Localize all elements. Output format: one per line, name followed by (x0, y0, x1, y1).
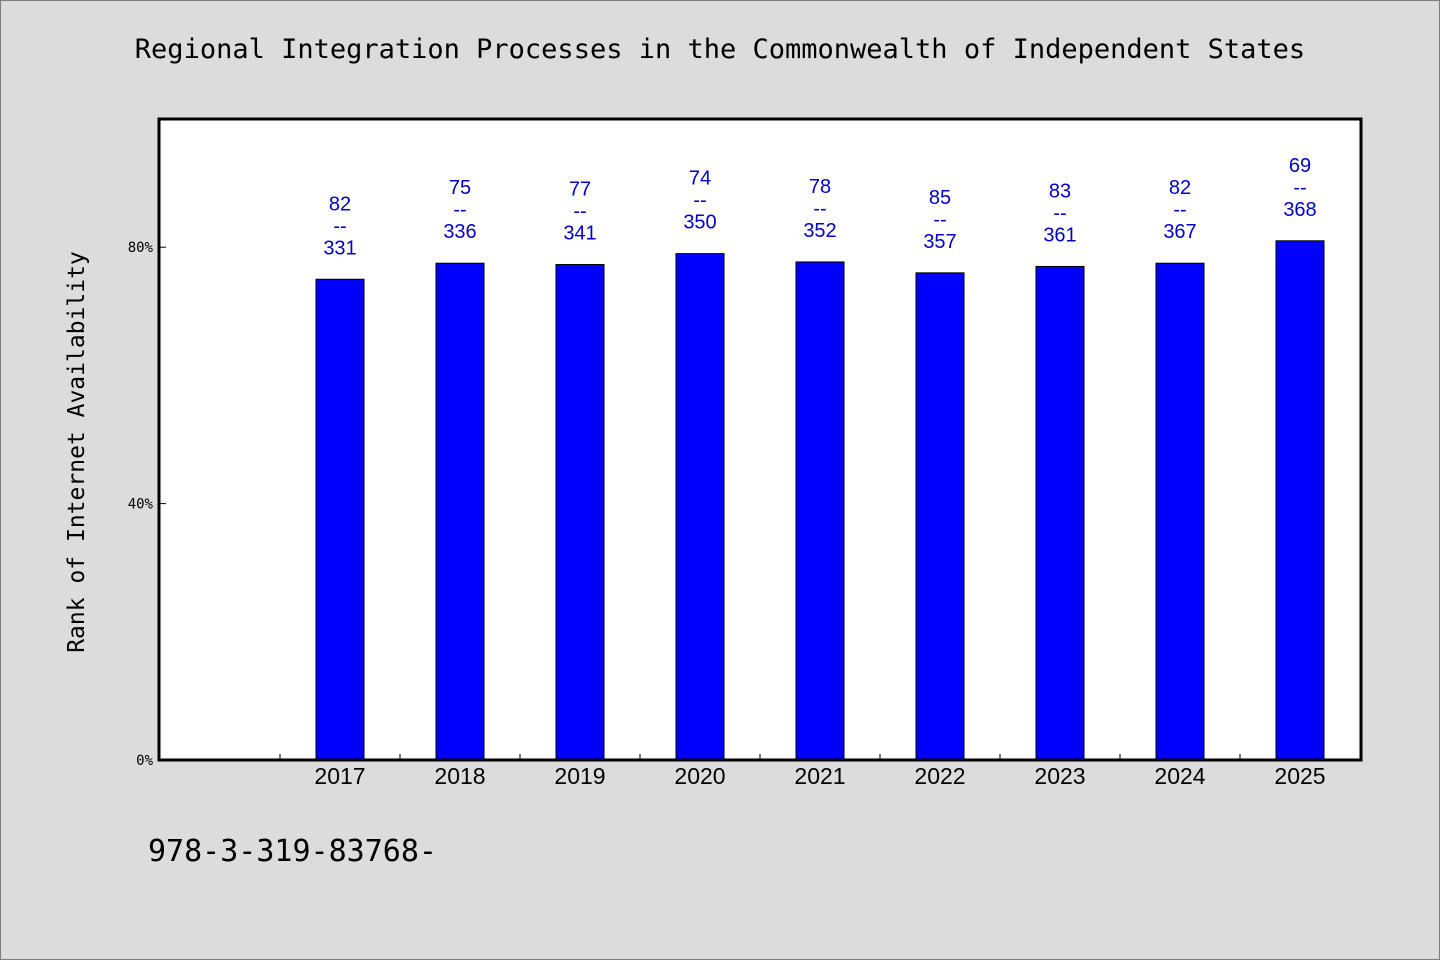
data-label-2017-separator: -- (333, 215, 346, 237)
data-label-2025-top: 69 (1289, 155, 1311, 177)
chart-title: Regional Integration Processes in the Co… (134, 34, 1306, 65)
bar-2019 (555, 264, 605, 761)
data-label-2017-bottom: 331 (323, 237, 356, 259)
data-label-2023-top: 83 (1049, 180, 1071, 202)
data-label-2020-bottom: 350 (683, 212, 716, 234)
data-label-2021-separator: -- (813, 198, 826, 220)
data-label-2021-bottom: 352 (803, 220, 836, 242)
data-label-2019-top: 77 (569, 179, 591, 201)
bar-2023 (1035, 265, 1085, 761)
bar-2017 (315, 278, 365, 761)
data-label-2021-top: 78 (809, 176, 831, 198)
data-label-2018-bottom: 336 (443, 221, 476, 243)
bar-2021 (795, 261, 845, 761)
x-tick-label-2022: 2022 (914, 763, 965, 789)
x-tick-label-2025: 2025 (1274, 763, 1325, 789)
x-tick-label-2023: 2023 (1034, 763, 1085, 789)
y-tick-label: 80% (128, 240, 154, 256)
data-label-2024-bottom: 367 (1163, 221, 1196, 243)
data-label-2025-bottom: 368 (1283, 199, 1316, 221)
bar-2018 (435, 262, 485, 761)
data-label-2024-top: 82 (1169, 177, 1191, 199)
data-label-2018-separator: -- (453, 199, 466, 221)
plot-border (157, 117, 1363, 762)
footnote-isbn: 978-3-319-83768- (148, 834, 437, 869)
data-label-2018-top: 75 (449, 177, 471, 199)
data-label-2019-bottom: 341 (563, 223, 596, 245)
bar-2022 (915, 272, 965, 761)
x-tick-label-2018: 2018 (434, 763, 485, 789)
x-tick-label-2024: 2024 (1154, 763, 1205, 789)
data-label-2023-separator: -- (1053, 202, 1066, 224)
x-tick-label-2019: 2019 (554, 763, 605, 789)
data-label-2023-bottom: 361 (1043, 224, 1076, 246)
data-label-2020-separator: -- (693, 190, 706, 212)
bar-2024 (1155, 262, 1205, 761)
data-label-2020-top: 74 (689, 168, 711, 190)
data-label-2024-separator: -- (1173, 199, 1186, 221)
data-label-2022-bottom: 357 (923, 231, 956, 253)
x-tick-label-2017: 2017 (314, 763, 365, 789)
data-label-2019-separator: -- (573, 201, 586, 223)
data-label-2017-top: 82 (329, 193, 351, 215)
bar-2020 (675, 253, 725, 761)
data-label-2025-separator: -- (1293, 177, 1306, 199)
y-tick-label: 40% (128, 497, 154, 513)
y-tick-label: 0% (136, 753, 153, 769)
data-label-2022-top: 85 (929, 187, 951, 209)
x-tick-label-2021: 2021 (794, 763, 845, 789)
bar-2025 (1275, 240, 1325, 761)
data-label-2022-separator: -- (933, 209, 946, 231)
x-tick-label-2020: 2020 (674, 763, 725, 789)
